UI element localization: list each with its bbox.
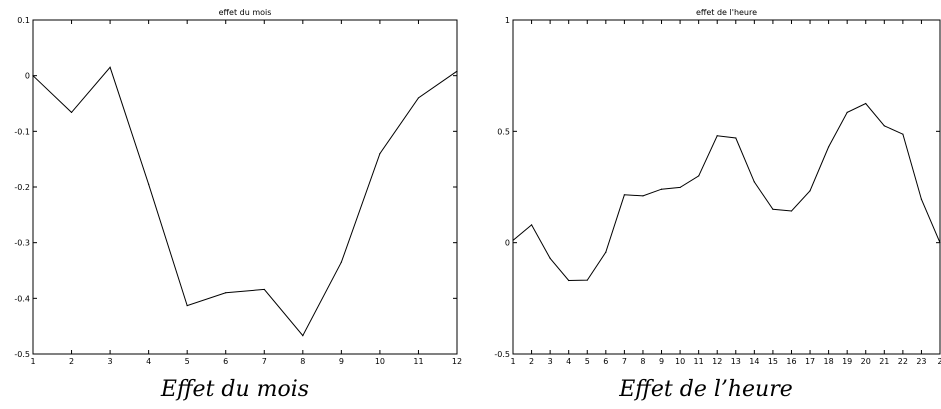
- x-tick-label: 15: [768, 357, 778, 366]
- x-tick-label: 3: [548, 357, 553, 366]
- data-point: [642, 195, 644, 197]
- data-point: [225, 292, 227, 294]
- data-point: [660, 188, 663, 190]
- x-tick-label: 7: [262, 357, 267, 366]
- x-tick-label: 1: [30, 357, 35, 366]
- x-tick-label: 2: [529, 357, 534, 366]
- series-line: [32, 66, 458, 337]
- x-tick-label: 6: [603, 357, 608, 366]
- x-tick-label: 20: [861, 357, 871, 366]
- y-tick-label: 0.5: [497, 127, 510, 136]
- chart-title: effet du mois: [219, 8, 272, 17]
- axes-frame: [512, 19, 941, 355]
- caption-effet-de-l-heure: Effet de l’heure: [619, 377, 793, 402]
- x-tick-label: 6: [223, 357, 228, 366]
- x-tick-label: 7: [622, 357, 627, 366]
- x-tick-label: 9: [659, 357, 664, 366]
- x-tick-label: 18: [824, 357, 834, 366]
- x-tick-label: 9: [339, 357, 344, 366]
- data-point: [716, 135, 718, 137]
- x-tick-label: 5: [585, 357, 590, 366]
- data-point: [846, 111, 848, 114]
- y-tick-label: 1: [505, 16, 510, 25]
- x-tick-label: 14: [749, 357, 759, 366]
- x-tick-label: 11: [413, 357, 423, 366]
- series-line: [512, 102, 941, 282]
- x-tick-label: 3: [108, 357, 113, 366]
- data-point: [302, 335, 304, 337]
- caption-effet-du-mois: Effet du mois: [160, 377, 310, 402]
- x-tick-label: 13: [731, 357, 741, 366]
- data-point: [263, 288, 265, 291]
- x-tick-label: 11: [694, 357, 704, 366]
- data-point: [735, 137, 737, 139]
- x-tick-label: 10: [675, 357, 685, 366]
- data-point: [530, 224, 533, 226]
- data-point: [109, 66, 111, 68]
- x-tick-label: 10: [375, 357, 385, 366]
- data-point: [809, 190, 811, 192]
- x-tick-label: 19: [842, 357, 852, 366]
- data-point: [753, 181, 755, 183]
- data-point: [148, 183, 150, 185]
- data-point: [379, 153, 381, 155]
- data-point: [417, 97, 420, 99]
- data-point: [605, 251, 607, 253]
- data-point: [772, 208, 774, 210]
- x-tick-label: 2: [69, 357, 74, 366]
- chart-title: effet de l'heure: [696, 8, 757, 17]
- data-point: [456, 70, 458, 72]
- data-point: [883, 125, 885, 127]
- x-tick-label: 4: [146, 357, 151, 366]
- x-tick-label: 4: [566, 357, 571, 366]
- y-tick-label: -0.2: [14, 183, 30, 192]
- axes-frame: [32, 19, 458, 355]
- data-point: [679, 186, 681, 189]
- data-point: [828, 146, 830, 148]
- data-point: [939, 242, 941, 244]
- data-point: [902, 133, 904, 135]
- y-tick-label: 0: [25, 72, 30, 81]
- data-point: [623, 194, 625, 196]
- data-point: [698, 175, 700, 177]
- data-point: [32, 75, 34, 77]
- x-tick-label: 5: [185, 357, 190, 366]
- x-tick-label: 8: [300, 357, 305, 366]
- data-point: [790, 210, 793, 212]
- x-tick-label: 17: [805, 357, 815, 366]
- x-tick-label: 16: [786, 357, 796, 366]
- x-tick-label: 2: [937, 357, 941, 366]
- data-point: [186, 304, 188, 307]
- data-point: [512, 239, 514, 242]
- data-point: [70, 111, 73, 114]
- x-tick-label: 12: [712, 357, 722, 366]
- data-point: [920, 198, 923, 200]
- data-point: [568, 279, 570, 282]
- y-tick-label: -0.4: [14, 294, 30, 303]
- y-tick-label: -0.5: [14, 350, 30, 359]
- x-tick-label: 12: [452, 357, 462, 366]
- x-tick-label: 8: [640, 357, 645, 366]
- y-tick-label: -0.1: [14, 127, 30, 136]
- x-tick-label: 22: [898, 357, 908, 366]
- x-tick-label: 23: [916, 357, 926, 366]
- y-tick-label: 0.1: [17, 16, 30, 25]
- y-tick-label: -0.3: [14, 239, 30, 248]
- data-point: [549, 257, 551, 259]
- data-point: [340, 261, 342, 263]
- y-tick-label: -0.5: [494, 350, 510, 359]
- x-tick-label: 21: [879, 357, 889, 366]
- x-tick-label: 1: [510, 357, 515, 366]
- data-point: [865, 102, 867, 105]
- data-point: [586, 279, 588, 281]
- y-tick-label: 0: [505, 239, 510, 248]
